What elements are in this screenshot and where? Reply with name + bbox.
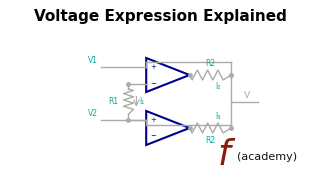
- Text: −: −: [150, 134, 156, 140]
- Text: Voltage Expression Explained: Voltage Expression Explained: [34, 8, 286, 24]
- Text: V2: V2: [88, 109, 98, 118]
- Text: −: −: [150, 80, 156, 87]
- Text: R2: R2: [205, 136, 215, 145]
- Text: +: +: [150, 64, 156, 69]
- Text: V: V: [244, 91, 250, 100]
- Text: $\mathit{f}$: $\mathit{f}$: [217, 138, 236, 172]
- Text: (academy): (academy): [237, 152, 297, 162]
- Text: V1: V1: [88, 55, 98, 64]
- Text: I₃: I₃: [215, 112, 220, 121]
- Text: +: +: [150, 116, 156, 123]
- Text: I₁: I₁: [139, 97, 145, 106]
- Text: R2: R2: [205, 59, 215, 68]
- Text: R1: R1: [108, 97, 119, 106]
- Text: I₂: I₂: [215, 82, 220, 91]
